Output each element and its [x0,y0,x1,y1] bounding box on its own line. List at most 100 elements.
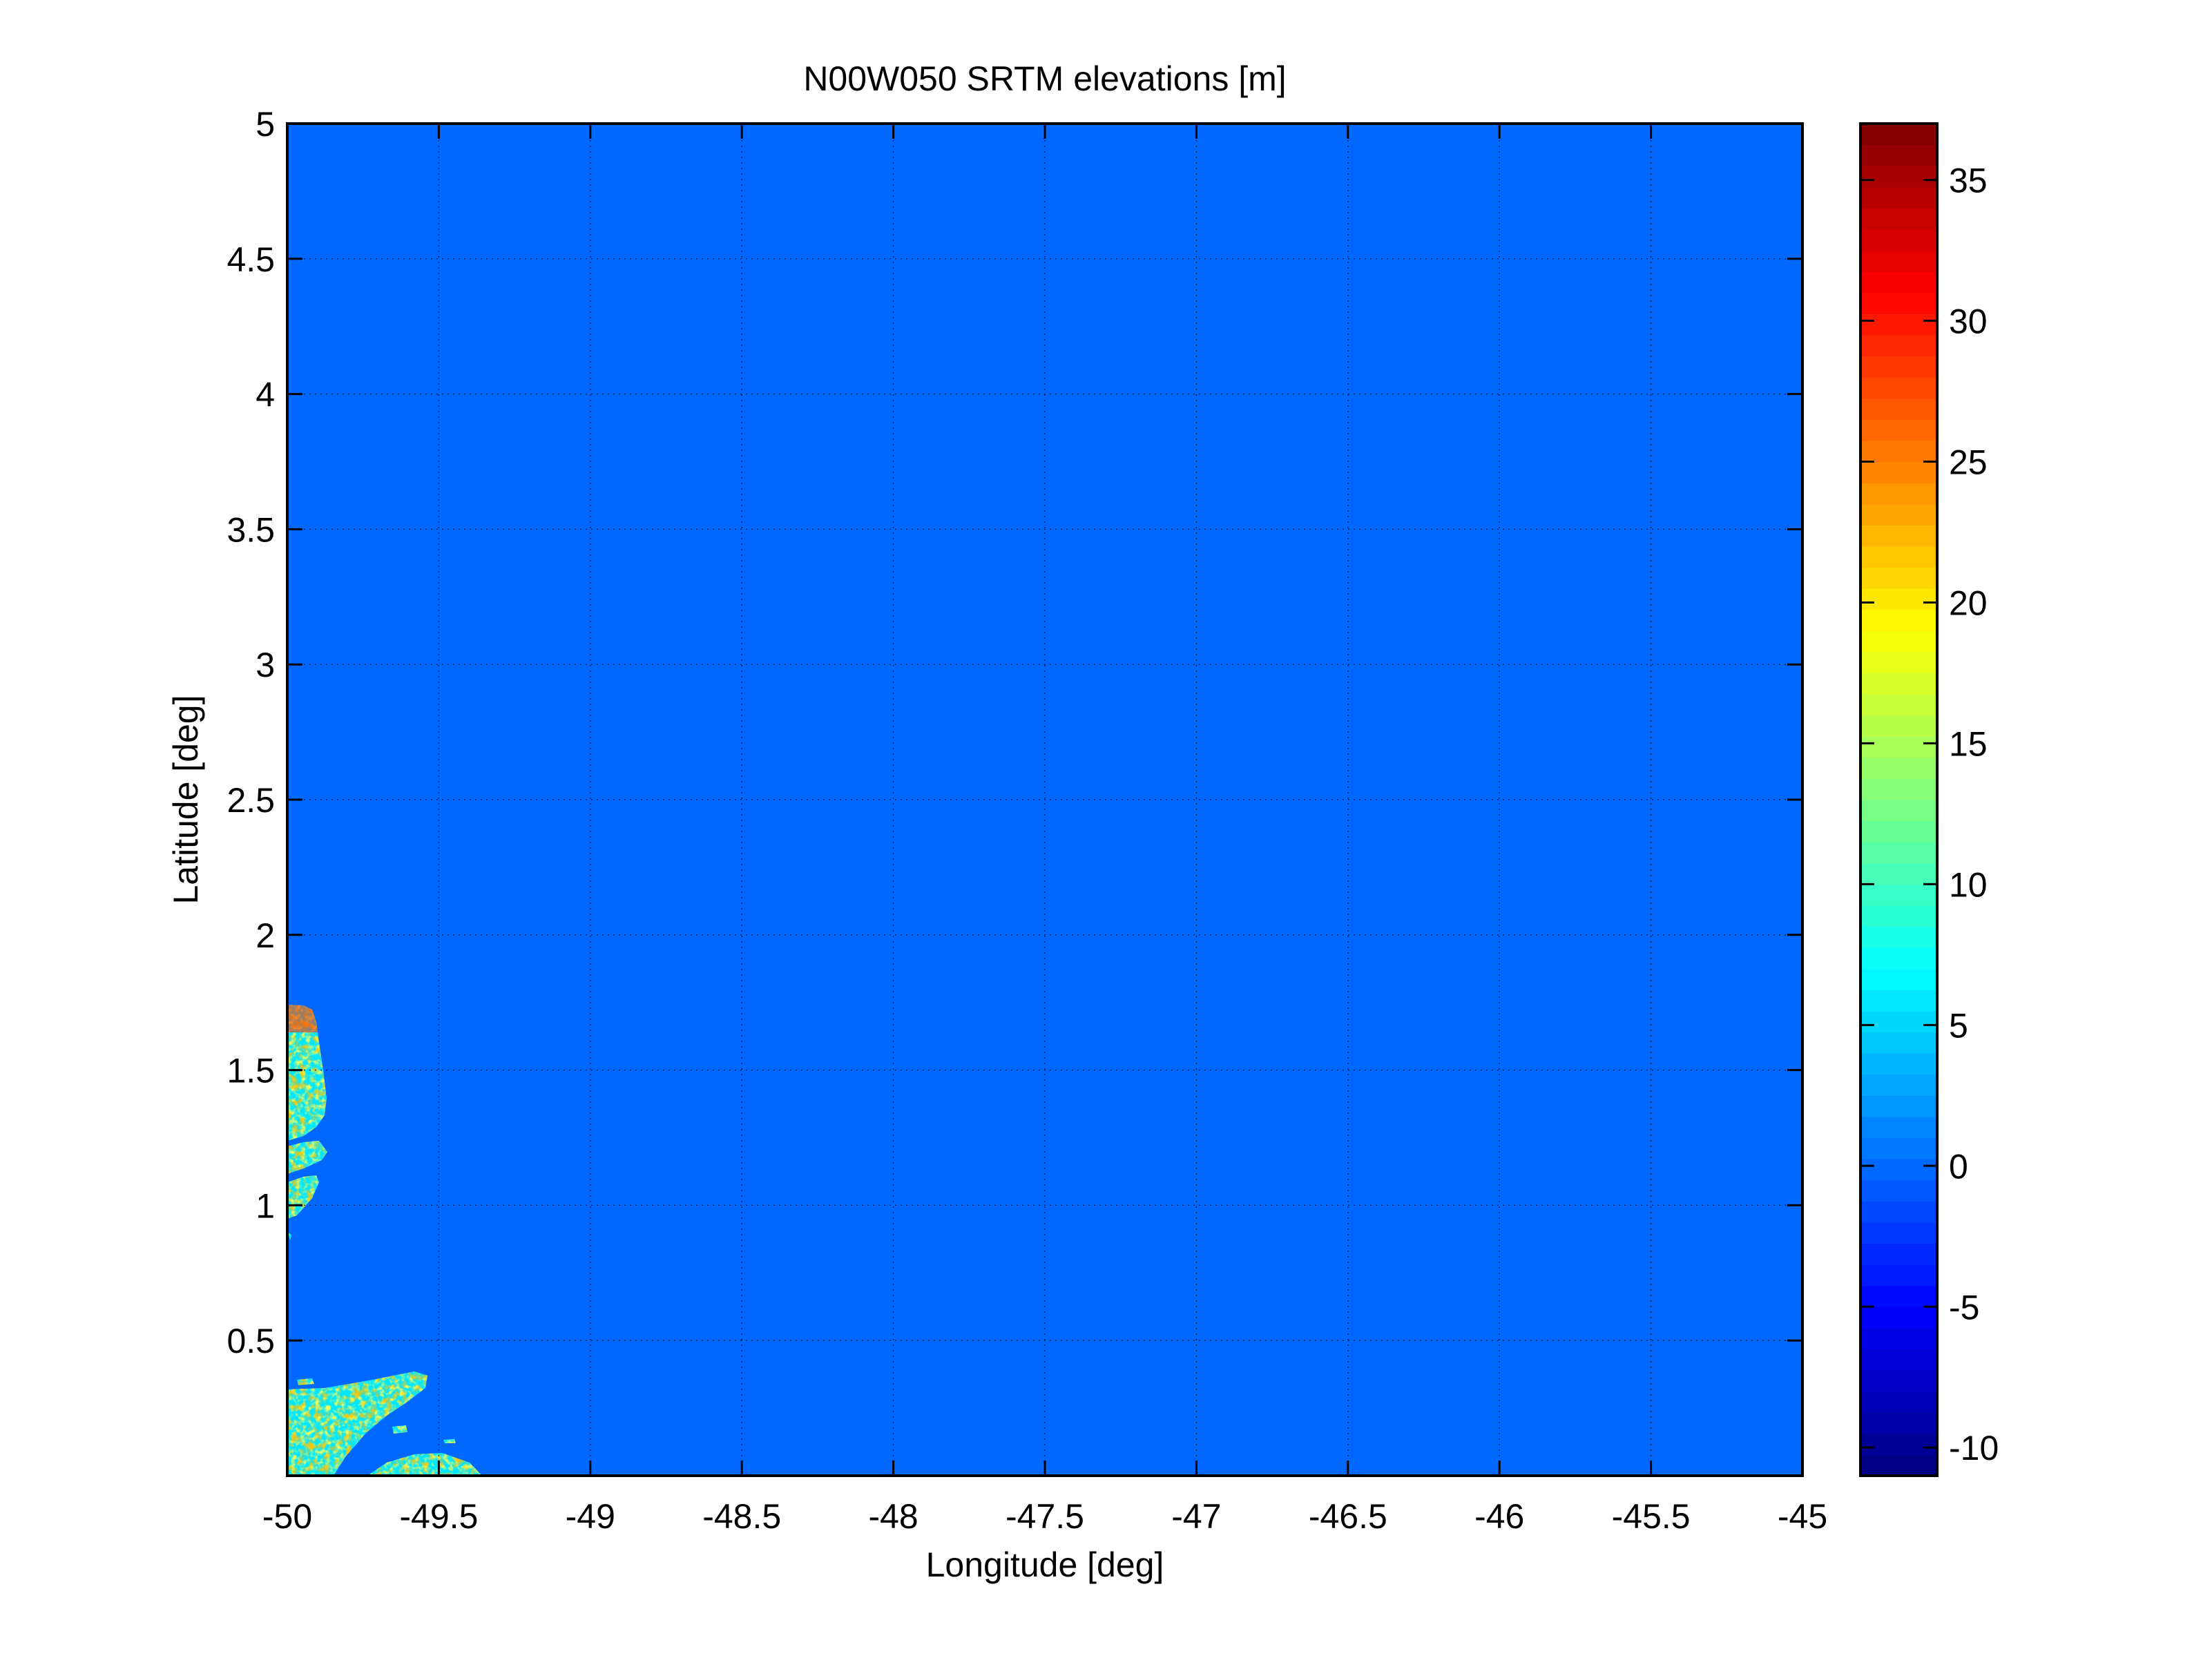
colorbar-band [1860,947,1937,970]
colorbar: -10 -5 0 5 10 15 20 25 30 35 [1859,122,1999,1477]
colorbar-tick-label: 30 [1949,302,1988,341]
colorbar-band [1860,651,1937,674]
colorbar-band [1860,926,1937,948]
colorbar-band [1860,398,1937,420]
colorbar-band [1860,314,1937,336]
colorbar-band [1860,208,1937,230]
colorbar-band [1860,862,1937,885]
colorbar-band [1860,419,1937,441]
colorbar-band [1860,1327,1937,1350]
colorbar-band [1860,250,1937,272]
colorbar-band [1860,1243,1937,1265]
x-tick-label: -49.5 [399,1497,478,1536]
y-tick-label: 0.5 [227,1322,275,1360]
x-axis-label: Longitude [deg] [926,1545,1164,1584]
colorbar-band [1860,525,1937,547]
colorbar-band [1860,1095,1937,1117]
colorbar-band [1860,503,1937,526]
x-tick-label: -47 [1171,1497,1221,1536]
y-tick-label: 4.5 [227,240,275,279]
colorbar-band [1860,800,1937,822]
colorbar-band [1860,1116,1937,1139]
colorbar-band [1860,673,1937,695]
x-tick-label: -45.5 [1612,1497,1691,1536]
y-tick-label: 2 [256,916,275,955]
colorbar-tick-label: 20 [1949,584,1988,622]
colorbar-band [1860,546,1937,568]
colorbar-tick-label: 5 [1949,1006,1968,1045]
chart-title: N00W050 SRTM elevations [m] [803,59,1286,98]
y-tick-label: 3 [256,646,275,684]
y-tick-labels: 0.5 1 1.5 2 2.5 3 3.5 4 4.5 5 [227,105,275,1360]
colorbar-band [1860,884,1937,906]
colorbar-band [1860,1264,1937,1286]
colorbar-band [1860,292,1937,314]
colorbar-band [1860,1137,1937,1159]
colorbar-band [1860,588,1937,610]
colorbar-tick-label: -5 [1949,1288,1979,1327]
y-tick-label: 4 [256,376,275,414]
colorbar-tick-label: 35 [1949,162,1988,200]
colorbar-band [1860,271,1937,293]
y-tick-label: 3.5 [227,510,275,549]
colorbar-band [1860,124,1937,146]
colorbar-band [1860,1412,1937,1434]
colorbar-band [1860,1370,1937,1392]
colorbar-band [1860,356,1937,378]
colorbar-band [1860,968,1937,990]
colorbar-band [1860,1391,1937,1413]
x-tick-label: -48 [868,1497,918,1536]
colorbar-band [1860,186,1937,209]
colorbar-band [1860,1307,1937,1329]
y-tick-label: 2.5 [227,781,275,820]
colorbar-frame [1859,122,1939,1477]
colorbar-band [1860,1454,1937,1476]
colorbar-band [1860,334,1937,357]
colorbar-band [1860,715,1937,737]
x-tick-labels: -50 -49.5 -49 -48.5 -48 -47.5 -47 -46.5 -46 -45.5… [262,1497,1827,1536]
colorbar-band [1860,483,1937,505]
colorbar-band [1860,144,1937,166]
colorbar-band [1860,609,1937,631]
colorbar-tick-label: 15 [1949,724,1988,763]
colorbar-band [1860,1201,1937,1223]
colorbar-band [1860,842,1937,864]
colorbar-band [1860,567,1937,589]
colorbar-band [1860,1433,1937,1456]
colorbar-tick-label: 25 [1949,443,1988,482]
x-tick-label: -48.5 [702,1497,781,1536]
colorbar-band [1860,1010,1937,1033]
colorbar-band [1860,736,1937,758]
colorbar-band [1860,757,1937,780]
colorbar-band [1860,820,1937,842]
colorbar-band [1860,440,1937,463]
colorbar-band [1860,1222,1937,1244]
colorbar-band [1860,1053,1937,1075]
colorbar-band [1860,778,1937,800]
colorbar-band [1860,905,1937,927]
colorbar-band [1860,1349,1937,1371]
x-tick-label: -47.5 [1006,1497,1084,1536]
y-tick-label: 1 [256,1186,275,1225]
y-axis-label: Latitude [deg] [166,695,205,904]
colorbar-band [1860,377,1937,399]
colorbar-band [1860,694,1937,716]
x-tick-label: -46.5 [1309,1497,1387,1536]
colorbar-tick-label: 0 [1949,1147,1968,1186]
x-tick-label: -50 [262,1497,312,1536]
colorbar-band [1860,1032,1937,1054]
plot-area [286,122,1804,1477]
colorbar-band [1860,990,1937,1012]
x-tick-label: -46 [1474,1497,1524,1536]
colorbar-band [1860,1285,1937,1307]
colorbar-band [1860,229,1937,251]
colorbar-tick-label: -10 [1949,1429,1999,1467]
colorbar-band [1860,1074,1937,1096]
grid-lines [287,124,1802,1476]
colorbar-band [1860,1179,1937,1202]
y-tick-label: 5 [256,105,275,144]
colorbar-band [1860,461,1937,483]
y-tick-label: 1.5 [227,1052,275,1090]
x-tick-label: -45 [1778,1497,1827,1536]
